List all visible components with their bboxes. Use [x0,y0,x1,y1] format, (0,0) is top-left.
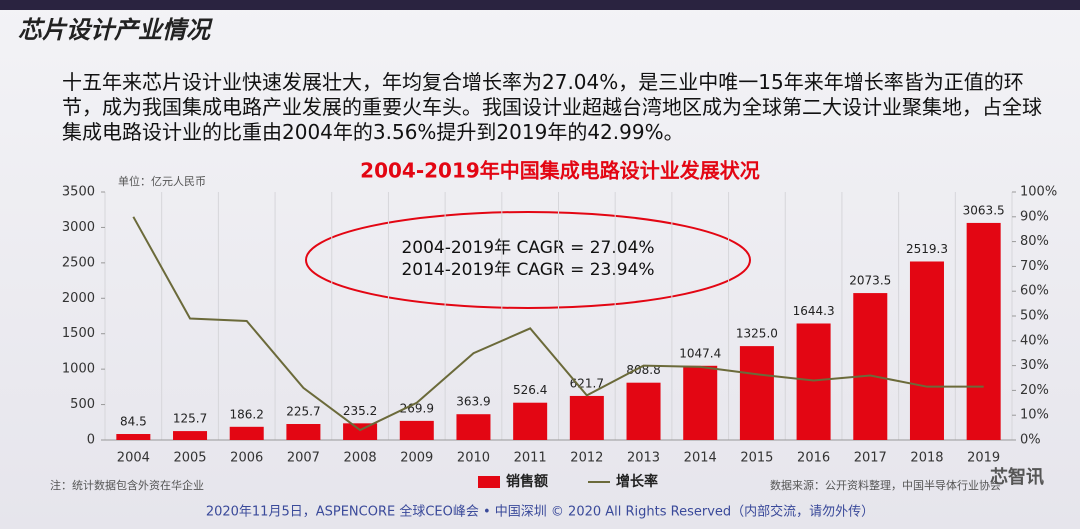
data-label: 2519.3 [906,242,948,256]
x-tick-label: 2006 [230,451,263,466]
legend-swatch [478,476,500,488]
y-tick-label: 500 [70,397,95,412]
x-tick-label: 2017 [854,451,887,466]
data-label: 125.7 [173,412,207,426]
bar [796,323,831,440]
y2-tick-label: 100% [1020,185,1057,200]
slide-title: 芯片设计产业情况 [18,16,210,44]
y-tick-label: 2000 [62,291,95,306]
y2-tick-label: 70% [1020,259,1049,274]
annotation-ellipse [305,211,751,309]
bar [626,382,661,440]
annotation: 2014-2019年 CAGR = 23.94% [401,260,654,280]
bar [739,346,774,440]
y-tick-label: 1000 [62,362,95,377]
data-label: 621.7 [570,376,604,390]
data-label: 363.9 [456,395,490,409]
watermark: 芯智讯 [990,466,1044,488]
chart-title: 2004-2019年中国集成电路设计业发展状况 [360,159,760,183]
data-label: 235.2 [343,404,377,418]
y-tick-label: 2500 [62,255,95,270]
y-tick-label: 3000 [62,220,95,235]
note: 注：统计数据包含外资在华企业 [50,478,204,492]
x-tick-label: 2013 [627,451,660,466]
y-tick-label: 0 [87,433,95,448]
x-tick-label: 2019 [967,451,1000,466]
y2-tick-label: 40% [1020,333,1049,348]
bar [456,414,491,440]
bar [343,423,378,440]
data-label: 526.4 [513,383,547,397]
bar [286,424,321,440]
x-tick-label: 2007 [287,451,320,466]
growth-line [132,216,984,432]
footer: 2020年11月5日，ASPENCORE 全球CEO峰会 • 中国深圳 © 20… [206,504,874,520]
x-tick-label: 2009 [400,451,433,466]
y2-tick-label: 90% [1020,209,1049,224]
legend-label: 销售额 [506,473,548,490]
x-tick-label: 2014 [684,451,717,466]
top-bar [0,0,1080,10]
x-tick-label: 2005 [173,451,206,466]
x-tick-label: 2012 [570,451,603,466]
y2-tick-label: 60% [1020,284,1049,299]
data-label: 225.7 [286,405,320,419]
x-tick-label: 2010 [457,451,490,466]
paragraph: 十五年来芯片设计业快速发展壮大，年均复合增长率为27.04%，是三业中唯一15年… [62,70,1042,144]
unit-label: 单位：亿元人民币 [118,174,206,188]
x-tick-label: 2004 [117,451,150,466]
data-label: 269.9 [400,401,434,415]
x-tick-label: 2008 [344,451,377,466]
data-label: 84.5 [120,415,147,429]
y-tick-label: 3500 [62,185,95,200]
bar [909,261,944,440]
bar [966,222,1001,440]
x-tick-label: 2016 [797,451,830,466]
legend-label: 增长率 [616,473,658,490]
y-tick-label: 1500 [62,326,95,341]
x-tick-label: 2011 [514,451,547,466]
y2-tick-label: 50% [1020,309,1049,324]
bar [513,402,548,440]
data-label: 3063.5 [963,203,1005,217]
data-label: 1047.4 [679,346,721,360]
annotation: 2004-2019年 CAGR = 27.04% [401,238,654,258]
y2-tick-label: 80% [1020,234,1049,249]
x-tick-label: 2015 [740,451,773,466]
bar [399,420,434,440]
y2-tick-label: 10% [1020,408,1049,423]
bar [853,293,888,440]
bar [173,431,208,440]
data-label: 2073.5 [849,274,891,288]
bar [116,434,151,440]
data-label: 1325.0 [736,327,778,341]
source: 数据来源：公开资料整理，中国半导体行业协会 [770,478,1001,492]
bar [683,365,718,440]
x-tick-label: 2018 [910,451,943,466]
y2-tick-label: 0% [1020,433,1041,448]
y2-tick-label: 30% [1020,358,1049,373]
data-label: 1644.3 [793,304,835,318]
data-label: 186.2 [230,407,264,421]
y2-tick-label: 20% [1020,383,1049,398]
bar [569,395,604,440]
bar [229,426,264,440]
